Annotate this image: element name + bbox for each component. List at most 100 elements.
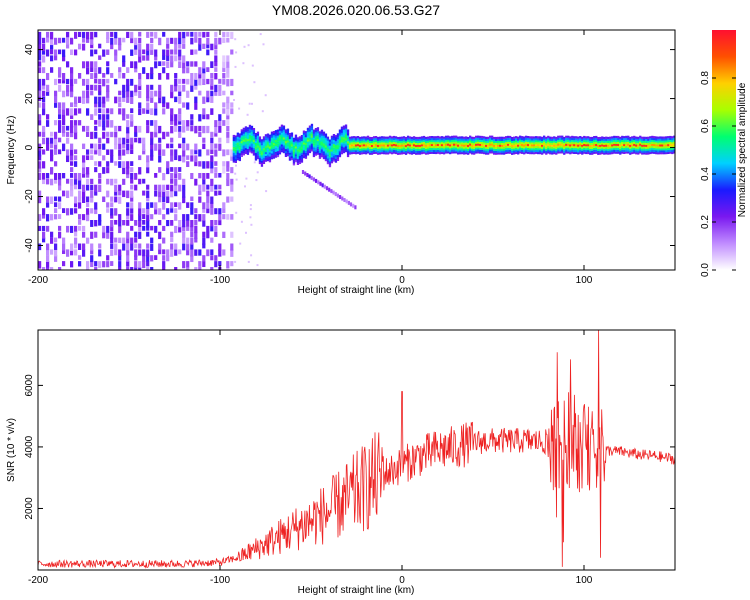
heatmap-cell [354, 152, 358, 155]
heatmap-cell [577, 138, 580, 141]
heatmap-cell [226, 131, 230, 138]
heatmap-cell [194, 37, 198, 43]
heatmap-cell [543, 139, 546, 142]
heatmap-cell [358, 136, 362, 140]
heatmap-cell [348, 138, 352, 141]
heatmap-cell [46, 120, 50, 127]
heatmap-cell [653, 136, 656, 139]
heatmap-cell [146, 214, 150, 222]
heatmap-cell [249, 216, 252, 219]
heatmap-cell [420, 152, 424, 155]
heatmap-cell [342, 145, 346, 148]
heatmap-cell [392, 137, 396, 140]
heatmap-cell [505, 149, 508, 152]
heatmap-cell [583, 141, 586, 144]
heatmap-cell [613, 139, 616, 142]
heatmap-cell [146, 90, 150, 99]
heatmap-cell [194, 61, 198, 67]
heatmap-cell [252, 151, 256, 154]
heatmap-cell [74, 208, 78, 214]
heatmap-cell [300, 156, 304, 159]
heatmap-cell [90, 67, 94, 73]
heatmap-cell [66, 131, 70, 137]
heatmap-cell [86, 31, 90, 40]
heatmap-cell [665, 142, 668, 145]
heatmap-cell [272, 142, 276, 145]
heatmap-cell [400, 140, 404, 143]
heatmap-cell [571, 145, 574, 148]
heatmap-cell [308, 133, 312, 136]
heatmap-cell [378, 140, 382, 143]
heatmap-cell [138, 49, 142, 57]
heatmap-cell [262, 43, 265, 46]
heatmap-cell [270, 135, 274, 138]
heatmap-cell [62, 237, 66, 244]
heatmap-cell [581, 138, 584, 141]
heatmap-cell [438, 146, 442, 149]
heatmap-cell [232, 154, 235, 157]
heatmap-cell [274, 139, 278, 143]
heatmap-cell [633, 141, 636, 144]
heatmap-cell [619, 152, 622, 155]
heatmap-cell [374, 145, 378, 148]
heatmap-cell [374, 143, 378, 146]
heatmap-cell [326, 144, 330, 147]
heatmap-cell [661, 138, 664, 141]
heatmap-cell [571, 139, 574, 142]
heatmap-cell [170, 155, 174, 162]
heatmap-cell [663, 148, 666, 151]
heatmap-cell [186, 202, 190, 208]
heatmap-cell [194, 31, 198, 39]
heatmap-cell [78, 173, 82, 181]
heatmap-cell [316, 133, 320, 136]
heatmap-cell [245, 177, 248, 180]
heatmap-cell [166, 255, 170, 262]
heatmap-cell [142, 55, 146, 61]
heatmap-cell [240, 137, 243, 140]
heatmap-cell [222, 208, 226, 214]
heatmap-cell [475, 141, 478, 144]
heatmap-cell [66, 178, 70, 184]
heatmap-cell [98, 220, 102, 226]
heatmap-cell [252, 128, 256, 131]
heatmap-cell [235, 164, 237, 167]
heatmap-cell [276, 141, 280, 144]
heatmap-cell [294, 160, 298, 163]
heatmap-cell [146, 184, 150, 190]
heatmap-cell [286, 142, 290, 145]
heatmap-cell [388, 147, 392, 150]
heatmap-cell [210, 161, 214, 169]
heatmap-cell [330, 147, 334, 150]
heatmap-cell [182, 178, 186, 185]
heatmap-cell [106, 108, 110, 114]
heatmap-cell [206, 37, 210, 45]
heatmap-cell [158, 196, 162, 203]
heatmap-cell [42, 37, 46, 44]
heatmap-cell [126, 208, 130, 216]
heatmap-cell [428, 138, 432, 141]
heatmap-cell [90, 37, 94, 45]
heatmap-cell [525, 143, 528, 146]
heatmap-cell [286, 132, 290, 135]
heatmap-cell [555, 150, 558, 153]
heatmap-cell [414, 146, 418, 149]
heatmap-cell [74, 108, 78, 116]
heatmap-cell [206, 67, 210, 73]
heatmap-cell [336, 152, 340, 156]
heatmap-cell [497, 140, 500, 143]
heatmap-cell [645, 148, 648, 151]
heatmap-cell [222, 73, 226, 79]
heatmap-cell [629, 136, 632, 140]
heatmap-cell [142, 137, 146, 145]
heatmap-cell [198, 31, 202, 37]
heatmap-cell [473, 148, 476, 151]
heatmap-cell [585, 148, 588, 151]
heatmap-cell [647, 152, 650, 155]
heatmap-cell [288, 135, 292, 138]
heatmap-cell [98, 161, 102, 167]
heatmap-cell [657, 146, 660, 149]
heatmap-cell [302, 134, 306, 137]
heatmap-cell [298, 161, 302, 164]
heatmap-cell [182, 120, 186, 127]
heatmap-cell [198, 161, 202, 167]
